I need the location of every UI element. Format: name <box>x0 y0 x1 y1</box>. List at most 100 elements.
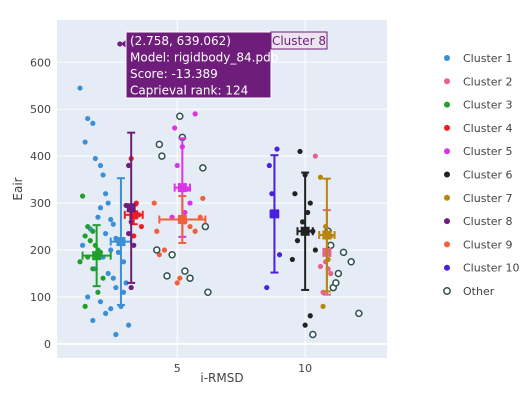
y-tick-label: 200 <box>30 244 51 257</box>
data-point <box>309 330 317 339</box>
data-point <box>126 162 132 169</box>
tooltip-line: Model: rigidbody_84.pdb <box>130 51 278 65</box>
data-point <box>131 233 137 239</box>
legend-marker <box>444 124 450 131</box>
data-point <box>77 85 83 91</box>
cluster-mean-marker <box>177 215 187 225</box>
data-point <box>126 322 132 328</box>
data-point <box>192 228 198 234</box>
data-point <box>307 200 313 206</box>
data-point <box>90 317 96 324</box>
data-point <box>334 269 343 278</box>
data-point <box>79 242 86 248</box>
cluster-mean-marker <box>177 183 187 193</box>
data-point <box>153 246 161 254</box>
data-point <box>113 331 119 338</box>
cluster-mean-marker <box>269 209 279 219</box>
data-point <box>169 214 175 220</box>
data-point <box>199 164 207 172</box>
data-point <box>168 250 176 259</box>
data-point <box>128 284 134 291</box>
data-point <box>332 279 340 287</box>
legend-label: Cluster 7 <box>463 192 513 205</box>
cluster-mean-marker <box>116 237 126 247</box>
data-point <box>176 112 184 120</box>
data-point <box>82 139 88 145</box>
data-point <box>82 233 88 239</box>
legend-marker <box>444 101 450 108</box>
data-point <box>117 41 123 47</box>
legend-label: Cluster 6 <box>463 169 513 182</box>
data-point <box>274 146 280 152</box>
tooltip-line: Caprieval rank: 124 <box>130 84 248 98</box>
data-point <box>276 252 283 258</box>
x-tick-label: 5 <box>174 362 181 375</box>
legend-marker <box>444 148 450 155</box>
y-tick-label: 600 <box>30 56 51 69</box>
tooltip-line: Score: -13.389 <box>130 67 218 81</box>
data-point <box>120 259 127 265</box>
data-point <box>317 263 324 270</box>
legend-marker <box>444 55 450 61</box>
data-point <box>108 216 114 223</box>
legend-label: Cluster 8 <box>463 215 513 228</box>
data-point <box>123 280 129 286</box>
legend-label: Cluster 4 <box>463 122 513 135</box>
data-point <box>108 247 114 253</box>
data-point <box>201 222 210 231</box>
legend-label: Cluster 1 <box>463 52 513 65</box>
data-point <box>97 299 104 305</box>
data-point <box>100 172 106 178</box>
y-tick-label: 0 <box>44 338 51 351</box>
legend-marker <box>444 264 450 271</box>
data-point <box>174 162 180 169</box>
data-point <box>100 275 106 281</box>
legend-marker <box>444 78 450 85</box>
data-point <box>289 256 295 263</box>
legend-marker <box>443 287 451 295</box>
data-point <box>151 200 157 206</box>
data-point <box>186 274 194 282</box>
legend-marker <box>444 194 450 201</box>
cluster-mean-marker <box>129 210 139 220</box>
cluster-mean-marker <box>300 226 310 236</box>
cluster-mean-marker <box>322 230 332 240</box>
data-point <box>307 313 313 319</box>
data-point <box>155 140 164 149</box>
data-point <box>120 289 127 295</box>
data-point <box>105 200 111 206</box>
data-point <box>299 219 306 225</box>
data-point <box>182 209 188 216</box>
data-point <box>113 284 119 291</box>
data-point <box>110 221 116 227</box>
data-point <box>105 270 111 277</box>
tooltip-series-tag <box>270 31 328 50</box>
data-point <box>326 241 335 250</box>
legend-marker <box>444 218 450 225</box>
x-tick-label: 10 <box>298 362 312 375</box>
data-point <box>158 152 166 160</box>
data-point <box>312 247 318 253</box>
y-tick-label: 400 <box>30 150 51 163</box>
data-point <box>177 275 183 281</box>
data-point <box>266 162 272 169</box>
data-point <box>269 191 275 197</box>
data-point <box>90 228 96 234</box>
cluster-error-bars <box>81 131 336 306</box>
legend-label: Other <box>463 285 495 298</box>
data-point <box>200 195 206 201</box>
data-point <box>103 191 109 197</box>
x-axis-title: i-RMSD <box>200 371 243 385</box>
data-point <box>115 249 121 255</box>
data-point <box>103 230 109 237</box>
hover-tooltip: (2.758, 639.062) Model: rigidbody_84.pdb S… <box>120 31 328 99</box>
data-point <box>294 238 301 244</box>
data-point <box>187 223 193 230</box>
data-point <box>108 306 114 312</box>
data-point <box>174 280 180 286</box>
data-point <box>161 247 168 253</box>
data-point <box>90 120 96 126</box>
data-point <box>97 205 104 211</box>
tooltip-pointer <box>120 39 126 48</box>
